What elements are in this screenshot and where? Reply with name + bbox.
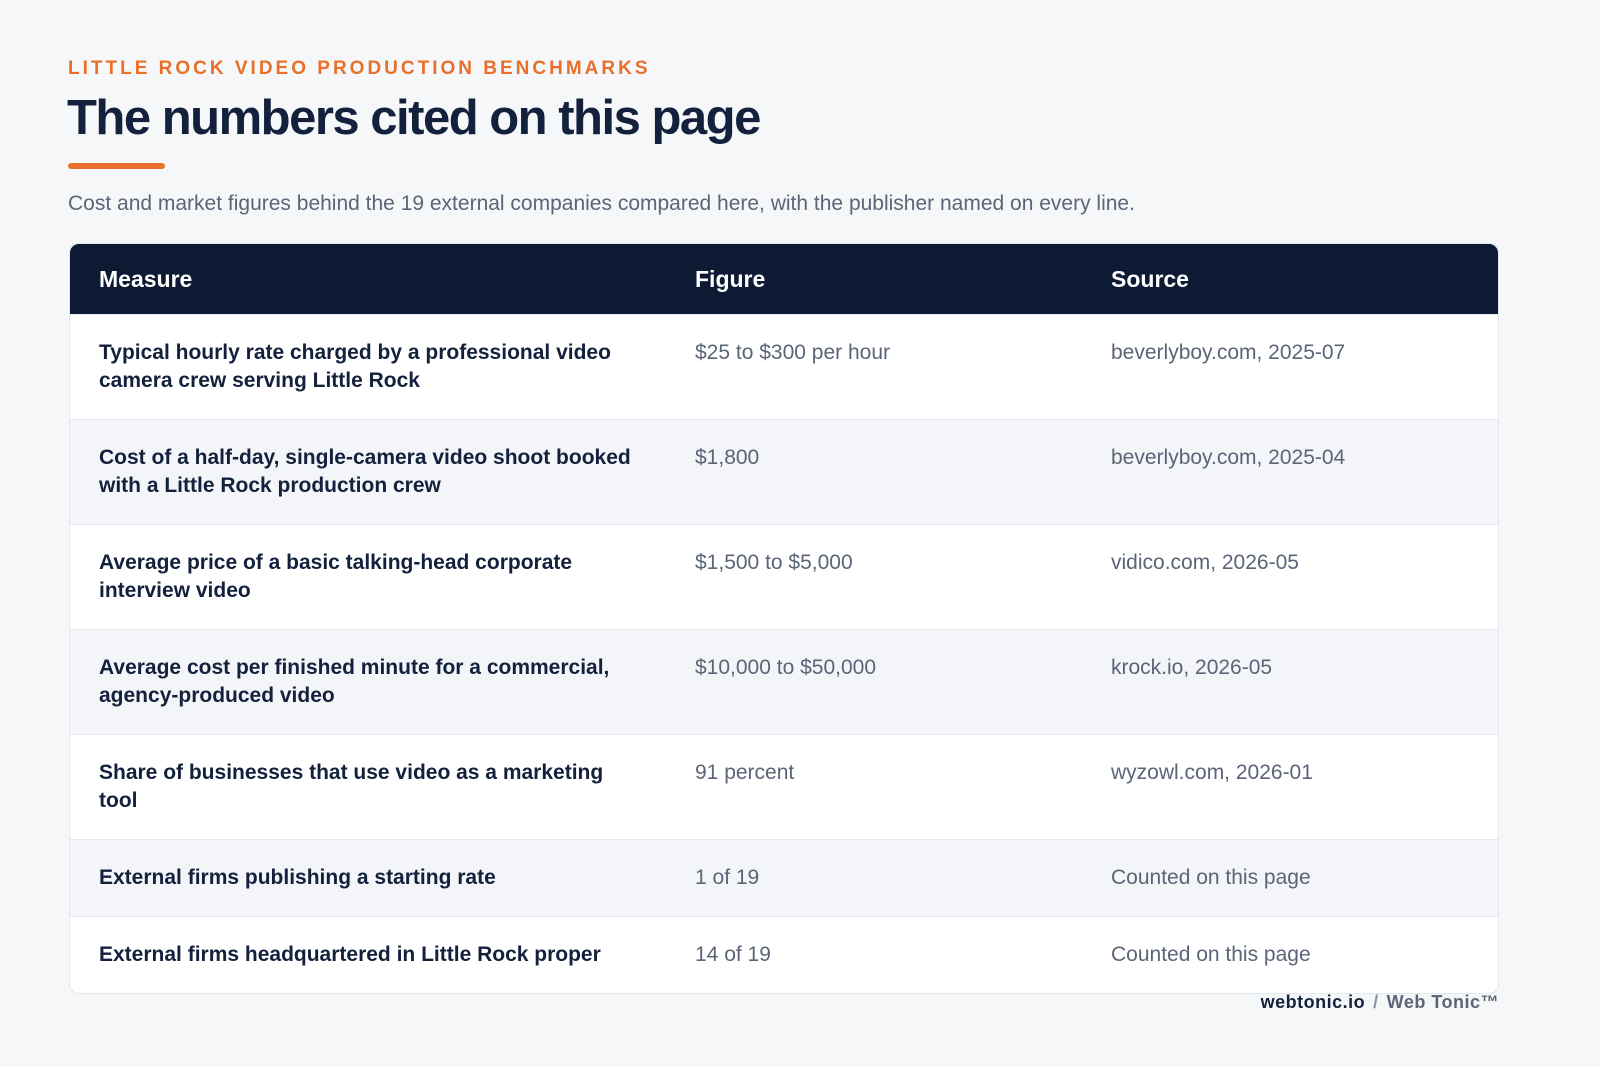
table-cell: 91 percent [695, 761, 795, 784]
table: Measure Figure Source Typical hourly rat… [69, 243, 1499, 994]
table-row: External firms publishing a starting rat… [70, 839, 1498, 916]
table-row: Average price of a basic talking-head co… [70, 524, 1498, 629]
table-row: Cost of a half-day, single-camera video … [70, 419, 1498, 524]
column-header: Measure [99, 266, 193, 292]
table-row: External firms headquartered in Little R… [70, 916, 1498, 993]
column-header: Figure [695, 266, 766, 292]
table-cell: Cost of a half-day, single-camera video … [99, 446, 631, 497]
footer: webtonic.io / Web Tonic™ [1261, 992, 1499, 1013]
subtitle: Cost and market figures behind the 19 ex… [68, 192, 1135, 215]
table-cell: Average price of a basic talking-head co… [99, 551, 573, 602]
table-cell: krock.io, 2026-05 [1111, 656, 1273, 679]
footer-site: webtonic.io [1260, 992, 1366, 1012]
table-row: Typical hourly rate charged by a profess… [70, 314, 1498, 419]
table-cell: Counted on this page [1111, 943, 1311, 966]
table-cell: beverlyboy.com, 2025-04 [1111, 446, 1346, 469]
table-cell: wyzowl.com, 2026-01 [1111, 761, 1313, 784]
table-cell: Counted on this page [1111, 866, 1311, 889]
table-cell: $1,800 [695, 446, 760, 469]
table-cell: 14 of 19 [695, 943, 771, 966]
table-row: Share of businesses that use video as a … [70, 734, 1498, 839]
table-cell: External firms publishing a starting rat… [99, 866, 496, 889]
table-cell: Typical hourly rate charged by a profess… [99, 341, 611, 392]
table-cell: vidico.com, 2026-05 [1111, 551, 1299, 574]
table-cell: External firms headquartered in Little R… [99, 943, 601, 966]
accent-bar [68, 163, 165, 169]
table-cell: Share of businesses that use video as a … [99, 761, 604, 812]
table-cell: $25 to $300 per hour [695, 341, 890, 364]
table-row: Average cost per finished minute for a c… [70, 629, 1498, 734]
footer-separator: / [1373, 992, 1379, 1012]
table-header: Measure Figure Source [70, 244, 1498, 314]
footer-brand: Web Tonic™ [1386, 992, 1499, 1012]
table-cell: 1 of 19 [695, 866, 760, 889]
title: The numbers cited on this page [67, 91, 761, 145]
table-cell: beverlyboy.com, 2025-07 [1111, 341, 1346, 364]
column-header: Source [1111, 266, 1189, 292]
table-cell: Average cost per finished minute for a c… [99, 656, 610, 707]
table-cell: $10,000 to $50,000 [695, 656, 877, 679]
table-cell: $1,500 to $5,000 [695, 551, 853, 574]
eyebrow: LITTLE ROCK VIDEO PRODUCTION BENCHMARKS [68, 58, 651, 79]
